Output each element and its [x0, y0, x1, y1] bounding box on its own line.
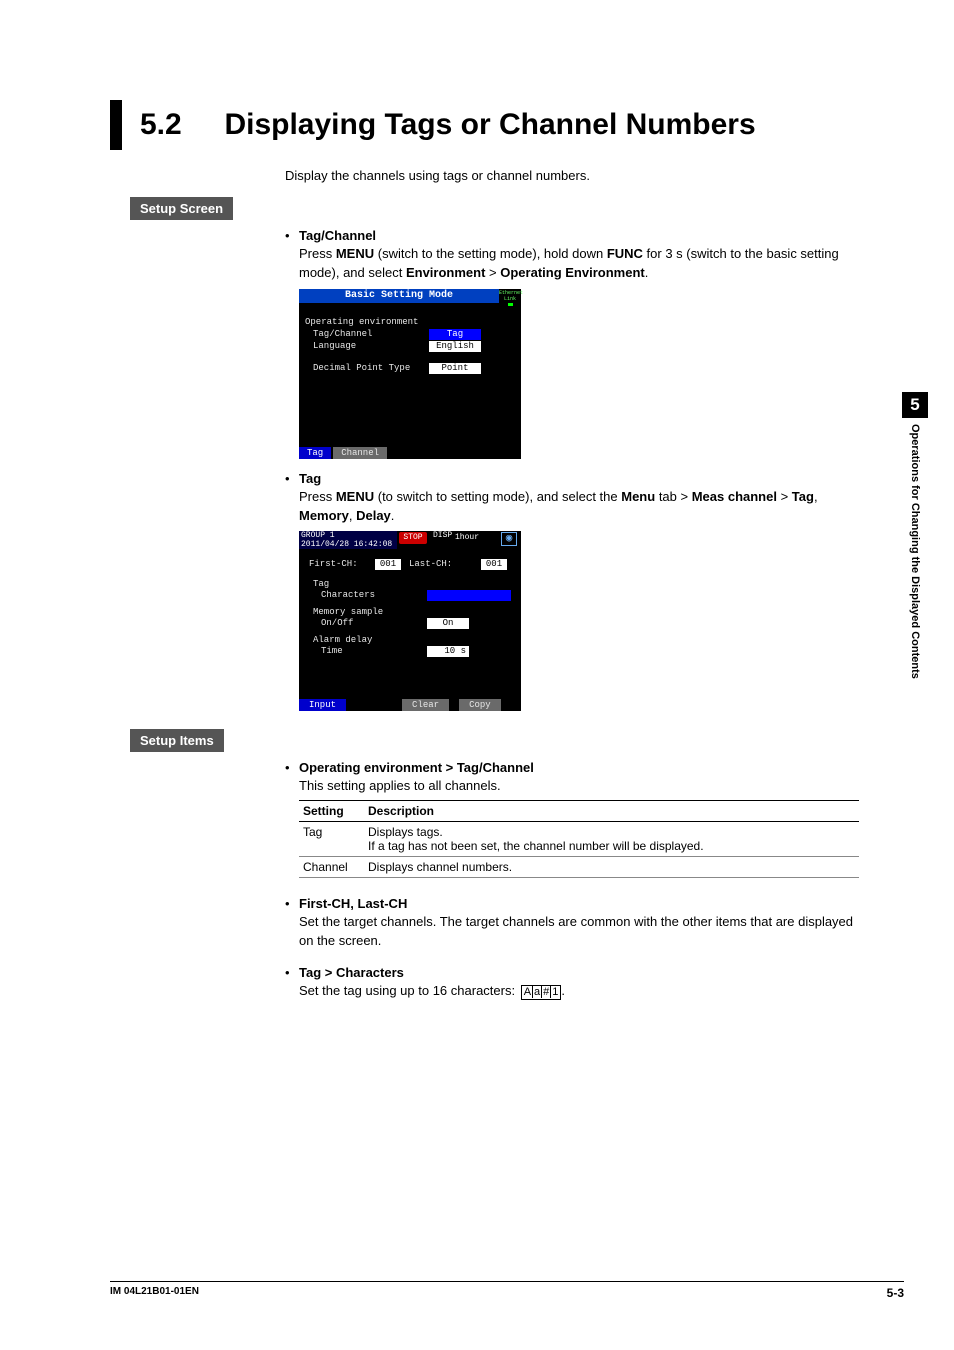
s1-language-value: English — [429, 341, 481, 352]
s2-time-label: Time — [321, 646, 343, 656]
chapter-side-text: Operations for Changing the Displayed Co… — [909, 418, 921, 679]
s2-group: GROUP 12011/04/28 16:42:08 — [299, 531, 397, 549]
bullet-firstlast: •First-CH, Last-CH — [285, 896, 870, 911]
section-title: Displaying Tags or Channel Numbers — [224, 108, 755, 141]
s2-lastch-label: Last-CH: — [409, 559, 452, 569]
s2-btn-input: Input — [299, 699, 346, 711]
bullet-openv-sub: This setting applies to all channels. — [299, 777, 870, 796]
bullet-tagchannel: •Tag/Channel — [285, 228, 870, 243]
bullet-tag-label: Tag — [299, 471, 321, 486]
bullet-tag-text: Press MENU (to switch to setting mode), … — [299, 488, 870, 526]
s2-btn-copy: Copy — [459, 699, 501, 711]
s2-lastch-value: 001 — [481, 559, 507, 570]
s2-btn-clear: Clear — [402, 699, 449, 711]
s2-firstch-label: First-CH: — [309, 559, 358, 569]
table-header-row: Setting Description — [299, 801, 859, 822]
s2-disp: DISP — [403, 531, 452, 540]
bullet-tagchannel-text: Press MENU (switch to the setting mode),… — [299, 245, 870, 283]
settings-table: Setting Description Tag Displays tags. I… — [299, 800, 859, 878]
td-tag-desc: Displays tags. If a tag has not been set… — [364, 822, 859, 857]
table-row: Tag Displays tags. If a tag has not been… — [299, 822, 859, 857]
s2-1hour: 1hour — [455, 533, 479, 542]
screen1-title: Basic Setting Mode — [299, 289, 499, 303]
td-channel: Channel — [299, 857, 364, 878]
bullet-openv: •Operating environment > Tag/Channel — [285, 760, 870, 775]
section-heading: 5.2 Displaying Tags or Channel Numbers — [110, 100, 870, 150]
bullet-openv-label: Operating environment > Tag/Channel — [299, 760, 534, 775]
s1-language-label: Language — [313, 341, 356, 351]
device-screen-tag-setup: GROUP 12011/04/28 16:42:08 STOP DISP 1ho… — [299, 531, 521, 711]
s1-btn-channel: Channel — [333, 447, 387, 459]
td-channel-desc: Displays channel numbers. — [364, 857, 859, 878]
chapter-tab: 5 Operations for Changing the Displayed … — [902, 392, 928, 679]
footer-docid: IM 04L21B01-01EN — [110, 1286, 199, 1297]
footer-pagenum: 5-3 — [887, 1286, 904, 1300]
th-description: Description — [364, 801, 859, 822]
s2-onoff-label: On/Off — [321, 618, 353, 628]
char-classes-box: Aa#1 — [521, 985, 562, 1000]
s1-decimal-label: Decimal Point Type — [313, 363, 410, 373]
bullet-tagchars-label: Tag > Characters — [299, 965, 404, 980]
setup-items-pill: Setup Items — [130, 729, 224, 752]
s1-operating-env: Operating environment — [305, 317, 418, 327]
bullet-tag: •Tag — [285, 471, 870, 486]
s2-firstch-value: 001 — [375, 559, 401, 570]
s1-footer: TagChannel — [299, 447, 389, 459]
s1-tagchannel-value: Tag — [429, 329, 481, 340]
speaker-icon: ◉ — [501, 532, 517, 546]
s1-tagchannel-label: Tag/Channel — [313, 329, 372, 339]
section-number: 5.2 — [140, 108, 220, 142]
table-row: Channel Displays channel numbers. — [299, 857, 859, 878]
bullet-tagchannel-label: Tag/Channel — [299, 228, 376, 243]
s2-memsample-label: Memory sample — [313, 607, 383, 617]
s1-decimal-value: Point — [429, 363, 481, 374]
s2-onoff-value: On — [427, 618, 469, 629]
bullet-tagchars-text: Set the tag using up to 16 characters: A… — [299, 982, 870, 1001]
s2-characters-value — [427, 590, 511, 601]
s2-characters-label: Characters — [321, 590, 375, 600]
s2-tag-label: Tag — [313, 579, 329, 589]
s1-btn-tag: Tag — [299, 447, 331, 459]
device-screen-basic-setting: Basic Setting Mode Ethernet Link Operati… — [299, 289, 521, 459]
page-footer: IM 04L21B01-01EN 5-3 — [110, 1281, 904, 1300]
setup-screen-pill: Setup Screen — [130, 197, 233, 220]
bullet-firstlast-label: First-CH, Last-CH — [299, 896, 407, 911]
bullet-tagchars: •Tag > Characters — [285, 965, 870, 980]
s2-time-value: 10 s — [427, 646, 469, 657]
s2-footer: Input Clear Copy — [299, 699, 505, 711]
ethernet-link-icon: Ethernet Link — [499, 289, 521, 303]
chapter-number: 5 — [902, 392, 928, 418]
td-tag: Tag — [299, 822, 364, 857]
th-setting: Setting — [299, 801, 364, 822]
s2-alarmdelay-label: Alarm delay — [313, 635, 372, 645]
bullet-firstlast-text: Set the target channels. The target chan… — [299, 913, 870, 951]
intro-text: Display the channels using tags or chann… — [285, 168, 870, 183]
